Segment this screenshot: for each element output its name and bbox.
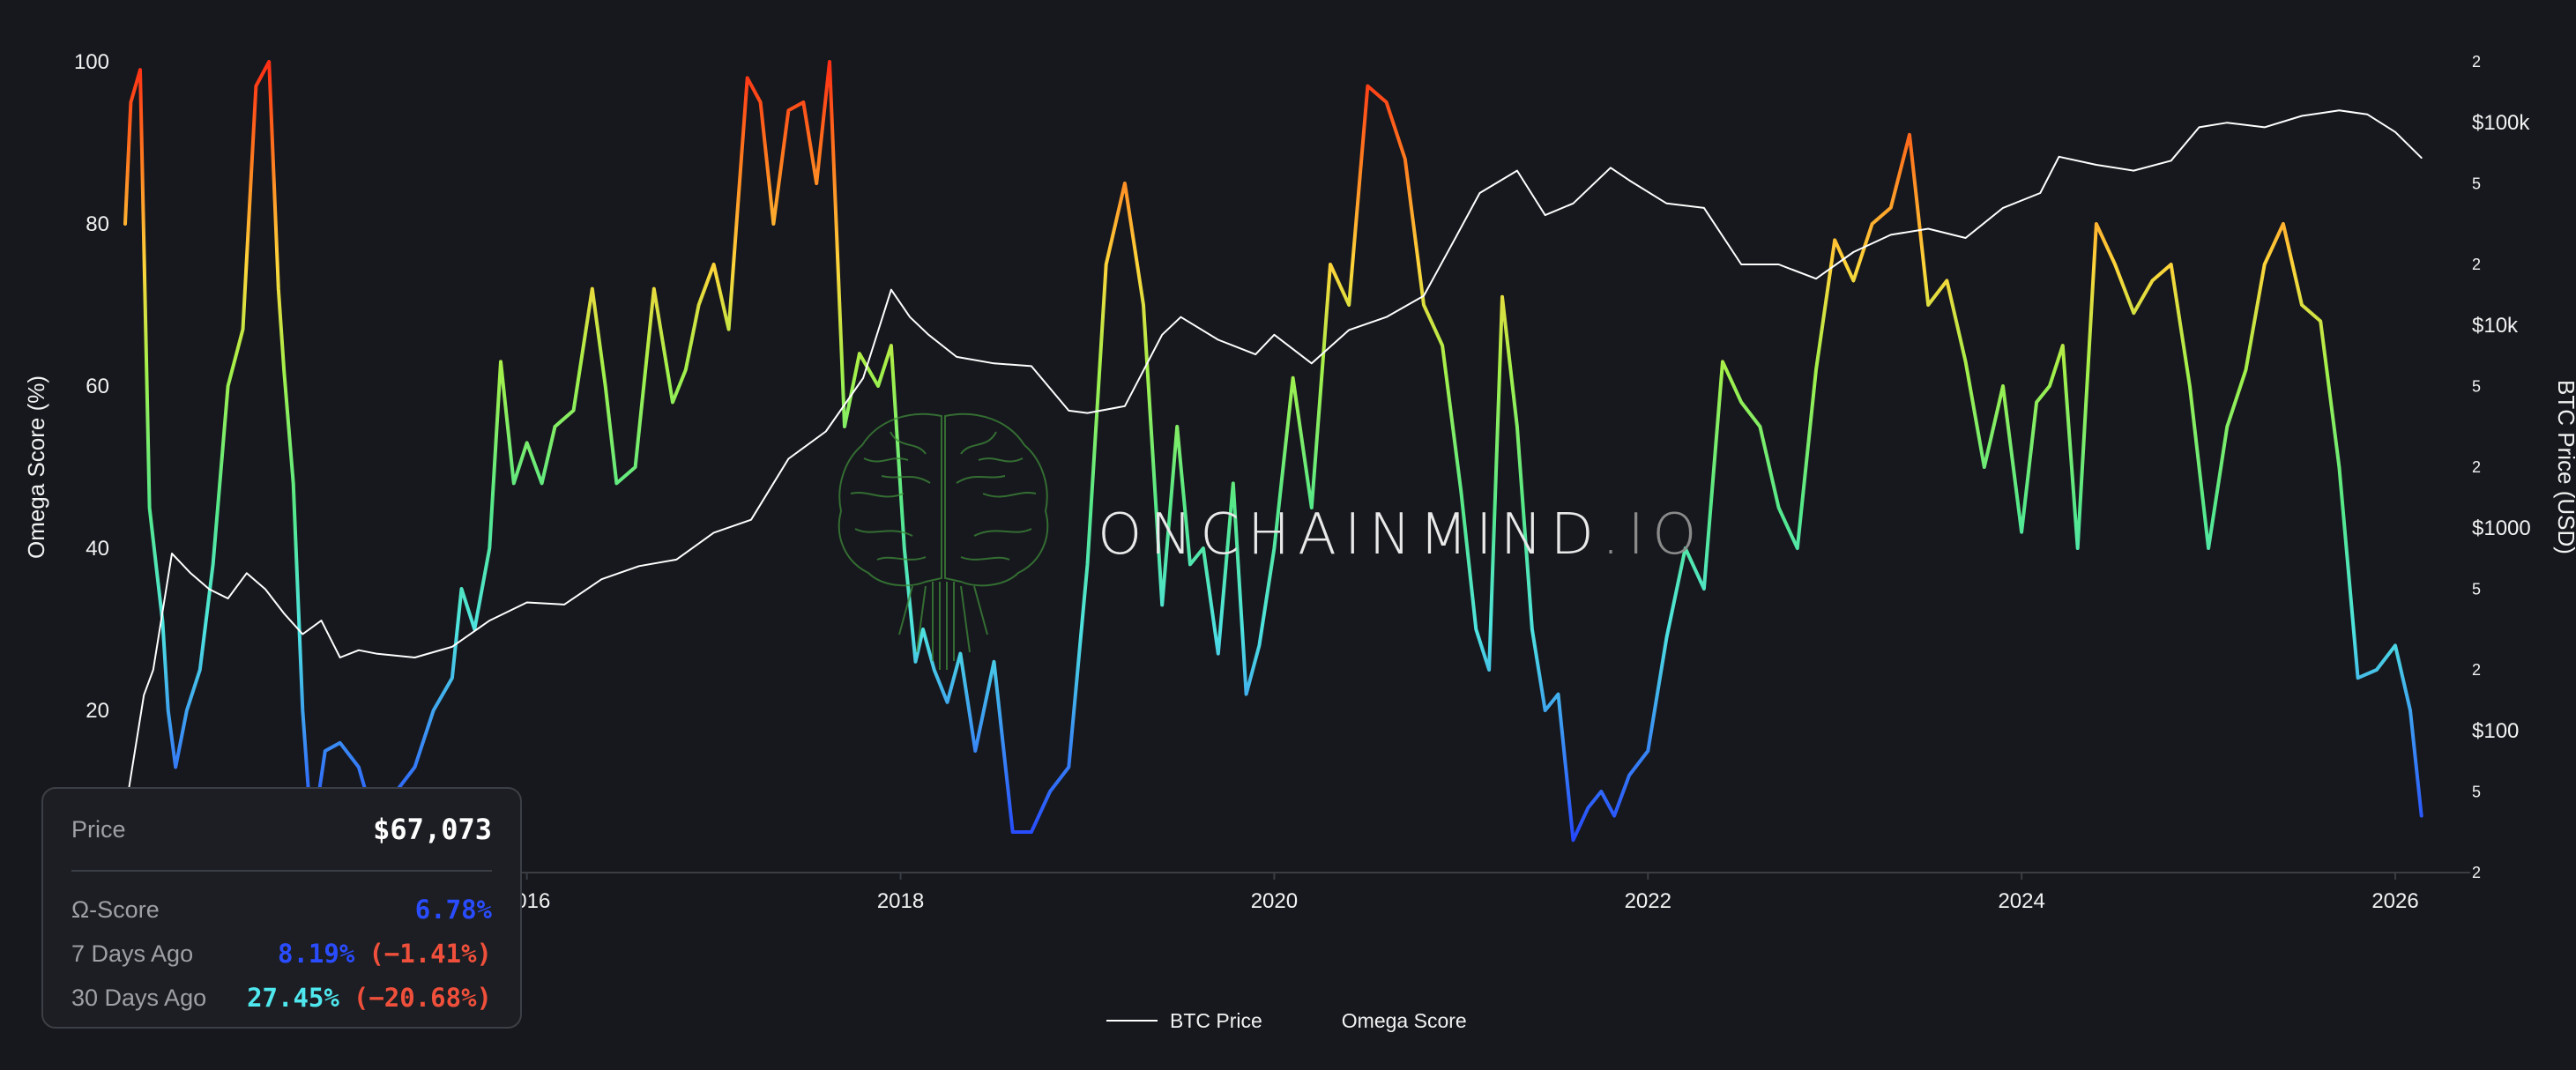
btc-price-swatch [1106,1020,1158,1022]
x-tick-label: 2024 [1998,889,2044,913]
right-tick-label: 5 [2472,377,2481,395]
legend-item-omega-score[interactable]: Omega Score [1342,1009,1467,1033]
tooltip-week-value: 8.19% [278,939,355,969]
x-tick-label: 2022 [1625,889,1671,913]
right-tick-label: 2 [2472,661,2481,679]
x-tick-label: 2020 [1251,889,1298,913]
tooltip-month-change: (−20.68%) [353,983,492,1013]
legend-label-btc-price: BTC Price [1170,1008,1262,1032]
right-tick-label: 2 [2472,864,2481,881]
brain-logo-icon [838,412,1049,670]
right-tick-label: 5 [2472,580,2481,598]
right-tick-label: 2 [2472,458,2481,476]
btc-price-line [124,109,2423,813]
right-axis-title: BTC Price (USD) [2553,380,2576,554]
right-tick-label: $10k [2472,314,2519,338]
tooltip-week-change: (−1.41%) [369,939,492,969]
left-tick-label: 40 [86,537,109,561]
tooltip-week-row: 7 Days Ago 8.19% (−1.41%) [71,932,492,976]
left-tick-label: 100 [74,50,109,74]
tooltip-price-row: Price $67,073 [71,789,492,872]
tooltip-score-value: 6.78% [414,895,492,925]
right-tick-label: 5 [2472,175,2481,192]
tooltip-price-label: Price [71,815,126,843]
tooltip-month-label: 30 Days Ago [71,984,207,1011]
right-tick-label: 5 [2472,783,2481,800]
left-tick-label: 80 [86,212,109,236]
legend: BTC Price Omega Score [1106,1005,1546,1037]
tooltip-score-label: Ω-Score [71,895,160,923]
left-axis-ticks: 20 40 60 80 100 [74,50,109,723]
tooltip-panel: Price $67,073 Ω-Score 6.78% 7 Days Ago 8… [41,787,522,1029]
x-axis-ticks: 2016 2018 2020 2022 2024 2026 [503,873,2419,913]
right-tick-label: $1000 [2472,516,2531,540]
left-axis-title: Omega Score (%) [23,375,49,559]
right-tick-label: 2 [2472,53,2481,71]
right-tick-label: 2 [2472,256,2481,273]
omega-score-line [123,60,2423,843]
legend-item-btc-price[interactable]: BTC Price [1106,1009,1262,1033]
watermark: ONCHAINMIND.IO [1098,502,1705,568]
x-tick-label: 2026 [2371,889,2418,913]
tooltip-month-value: 27.45% [247,983,339,1013]
x-tick-label: 2018 [877,889,924,913]
left-tick-label: 20 [86,699,109,723]
right-tick-label: $100k [2472,111,2530,135]
right-tick-label: $100 [2472,719,2519,743]
series-layer [123,60,2423,843]
tooltip-price-value: $67,073 [373,813,492,846]
left-tick-label: 60 [86,375,109,398]
tooltip-week-label: 7 Days Ago [71,940,194,967]
legend-label-omega-score: Omega Score [1341,1008,1467,1032]
tooltip-month-row: 30 Days Ago 27.45% (−20.68%) [71,976,492,1020]
right-axis-ticks: 2 5 $100 2 5 $1000 2 5 $10k 2 5 $100k 2 [2472,53,2531,881]
tooltip-score-row: Ω-Score 6.78% [71,888,492,932]
